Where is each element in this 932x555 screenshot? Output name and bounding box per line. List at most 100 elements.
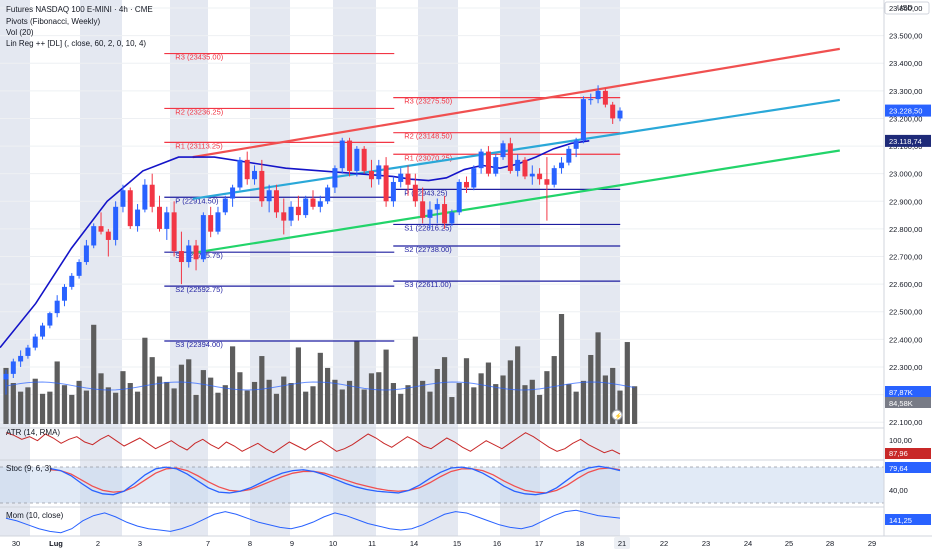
- candle-body[interactable]: [383, 165, 389, 202]
- candle-body[interactable]: [398, 173, 404, 182]
- candle-body[interactable]: [529, 173, 535, 177]
- candle-body[interactable]: [617, 110, 623, 119]
- candle-body[interactable]: [325, 187, 331, 202]
- volume-bar: [3, 367, 9, 424]
- candle-body[interactable]: [595, 90, 601, 100]
- candle-body[interactable]: [193, 245, 199, 260]
- candle-body[interactable]: [507, 143, 513, 171]
- candle-body[interactable]: [442, 204, 448, 224]
- candle-body[interactable]: [127, 190, 133, 227]
- volume-bar: [624, 342, 630, 424]
- candle-body[interactable]: [602, 90, 608, 105]
- candle-body[interactable]: [500, 143, 506, 158]
- candle-body[interactable]: [186, 245, 192, 263]
- candle-body[interactable]: [61, 286, 67, 301]
- candle-body[interactable]: [485, 151, 491, 174]
- candle-body[interactable]: [493, 157, 499, 174]
- candle-body[interactable]: [281, 212, 287, 221]
- candle-body[interactable]: [40, 325, 46, 337]
- candle-body[interactable]: [303, 198, 309, 216]
- candle-body[interactable]: [347, 140, 353, 171]
- candle-body[interactable]: [522, 159, 528, 177]
- candle-body[interactable]: [332, 168, 338, 188]
- candle-body[interactable]: [580, 99, 586, 141]
- candle-body[interactable]: [230, 187, 236, 199]
- candle-body[interactable]: [113, 206, 119, 240]
- volume-bar: [500, 375, 506, 424]
- currency-box[interactable]: [884, 1, 930, 15]
- candle-body[interactable]: [164, 212, 170, 229]
- candle-body[interactable]: [566, 148, 572, 163]
- candle-body[interactable]: [551, 168, 557, 185]
- candle-body[interactable]: [434, 204, 440, 210]
- candle-body[interactable]: [98, 226, 104, 232]
- candle-body[interactable]: [464, 181, 469, 188]
- currency-label[interactable]: USD: [897, 3, 913, 12]
- candle-body[interactable]: [273, 190, 279, 213]
- candle-body[interactable]: [559, 162, 565, 169]
- candle-body[interactable]: [54, 300, 60, 314]
- candle-body[interactable]: [427, 209, 433, 218]
- candle-body[interactable]: [171, 212, 177, 251]
- candle-body[interactable]: [478, 151, 484, 169]
- candle-body[interactable]: [471, 168, 477, 188]
- candle-body[interactable]: [456, 181, 462, 213]
- candle-body[interactable]: [588, 99, 594, 101]
- candle-body[interactable]: [91, 226, 97, 246]
- candle-body[interactable]: [200, 215, 206, 260]
- candle-body[interactable]: [368, 170, 374, 180]
- candle-body[interactable]: [288, 206, 294, 221]
- candle-body[interactable]: [390, 181, 396, 202]
- candle-body[interactable]: [178, 250, 184, 263]
- candle-body[interactable]: [120, 190, 126, 207]
- candle-body[interactable]: [515, 159, 521, 171]
- candle-body[interactable]: [354, 148, 360, 171]
- flash-icon[interactable]: [611, 409, 623, 421]
- candle-body[interactable]: [295, 206, 301, 216]
- candle-body[interactable]: [25, 347, 31, 356]
- candle-body[interactable]: [405, 173, 411, 185]
- candle-body[interactable]: [142, 184, 148, 210]
- candle-body[interactable]: [105, 231, 111, 240]
- candle-body[interactable]: [3, 373, 9, 380]
- candle-body[interactable]: [32, 336, 38, 348]
- momentum-title: Mom (10, close): [6, 511, 64, 520]
- candle-body[interactable]: [135, 209, 141, 227]
- candle-body[interactable]: [69, 275, 75, 287]
- candle-body[interactable]: [544, 179, 550, 185]
- candle-body[interactable]: [157, 206, 162, 229]
- candle-body[interactable]: [10, 361, 16, 374]
- candle-body[interactable]: [208, 215, 214, 232]
- candle-body[interactable]: [376, 165, 382, 180]
- candle-body[interactable]: [310, 198, 316, 207]
- candle-body[interactable]: [215, 212, 221, 232]
- candle-body[interactable]: [76, 262, 82, 276]
- candle-body[interactable]: [449, 212, 455, 224]
- volume-bar: [149, 357, 155, 424]
- candle-body[interactable]: [339, 140, 345, 169]
- candle-body[interactable]: [610, 104, 616, 119]
- time-tick-label: 3: [138, 539, 142, 548]
- candle-body[interactable]: [573, 140, 579, 149]
- volume-bar: [602, 375, 608, 424]
- candle-body[interactable]: [266, 190, 272, 202]
- candle-body[interactable]: [244, 159, 250, 180]
- candle-body[interactable]: [420, 201, 426, 218]
- candle-body[interactable]: [149, 184, 155, 207]
- candle-body[interactable]: [259, 170, 265, 202]
- volume-bars: [3, 314, 638, 424]
- candle-body[interactable]: [237, 159, 243, 188]
- candle-body[interactable]: [47, 313, 53, 326]
- candle-body[interactable]: [18, 355, 24, 362]
- time-tick-label: 17: [535, 539, 543, 548]
- candle-body[interactable]: [252, 170, 258, 180]
- candle-body[interactable]: [361, 148, 367, 171]
- candle-body[interactable]: [83, 245, 89, 263]
- candle-body[interactable]: [222, 198, 228, 213]
- price-tick-label: 22.800,00: [889, 225, 922, 234]
- candle-body[interactable]: [412, 184, 418, 202]
- candle-body[interactable]: [317, 201, 323, 207]
- candle-body[interactable]: [537, 173, 543, 180]
- session-band: [418, 0, 458, 536]
